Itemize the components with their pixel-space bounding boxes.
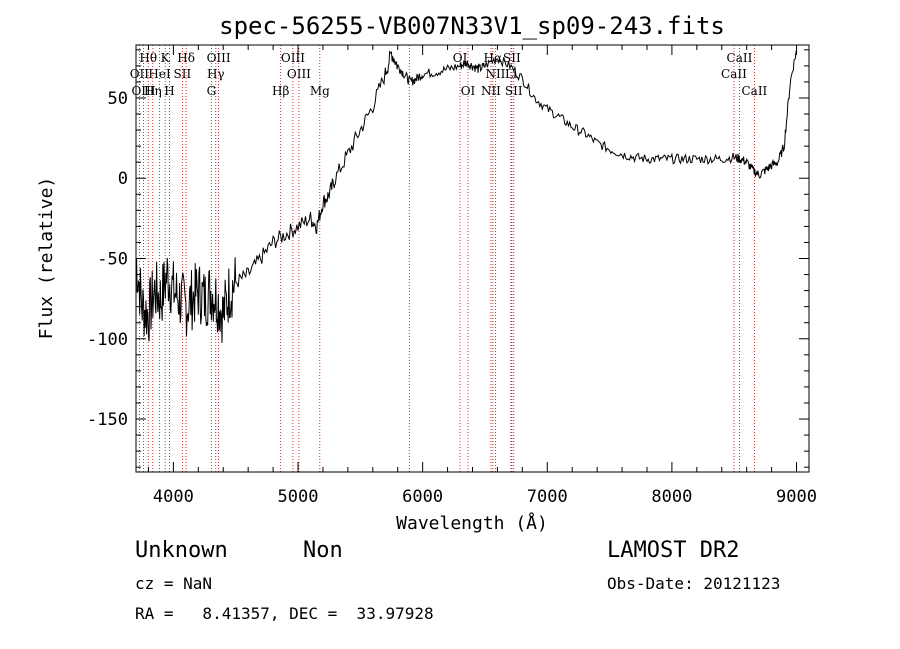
y-tick-label: 0 — [118, 169, 128, 189]
spectral-line-label: SII — [174, 67, 192, 81]
spectrum-line — [135, 49, 797, 344]
spectral-line-label: NII — [481, 84, 501, 98]
spectral-line-label: OIII — [131, 84, 155, 98]
spectral-line-label: OI — [461, 84, 476, 98]
spectral-line-label: Mg — [310, 84, 330, 98]
y-tick-label: -150 — [87, 410, 128, 430]
x-tick-label: 5000 — [278, 487, 319, 507]
spectral-line-label: HeI — [148, 67, 171, 81]
y-tick-label: -50 — [97, 250, 128, 270]
object-subclass: Non — [303, 538, 343, 563]
spectral-line-label: Hη — [144, 84, 162, 98]
x-tick-label: 9000 — [776, 487, 817, 507]
x-tick-label: 4000 — [153, 487, 194, 507]
y-axis-ticks: -150 -100 -50 0 50 — [87, 49, 809, 468]
plot-frame — [135, 44, 810, 473]
object-class: Unknown — [135, 538, 228, 563]
spectral-line-label: CaII — [741, 84, 767, 98]
y-axis-label: Flux (relative) — [36, 177, 57, 340]
spectral-line-label: CaII — [727, 51, 753, 65]
obs-date-label: Obs-Date: 20121123 — [607, 574, 781, 593]
redshift-label: cz = NaN — [135, 574, 213, 593]
spectral-line-label: SII — [505, 84, 523, 98]
spectral-line-label: OIII — [281, 51, 305, 65]
spectral-line-label: K — [161, 51, 171, 65]
spectral-line-label: Li — [505, 67, 517, 81]
spectral-line-label: Hγ — [207, 67, 225, 81]
spectral-line-label: Hβ — [272, 84, 289, 98]
spectral-line-label: CaII — [721, 67, 747, 81]
spectral-line-markers — [138, 45, 755, 472]
x-axis-ticks: 4000 5000 6000 7000 8000 9000 — [147, 45, 817, 507]
chart-title: spec-56255-VB007N33V1_sp09-243.fits — [219, 12, 725, 40]
spectral-line-label: H — [164, 84, 174, 98]
x-tick-label: 6000 — [402, 487, 443, 507]
spectral-line-label: SII — [503, 51, 521, 65]
survey-label: LAMOST DR2 — [607, 538, 740, 563]
x-tick-label: 8000 — [651, 487, 692, 507]
y-tick-label: -100 — [87, 330, 128, 350]
spectral-line-label: G — [207, 84, 217, 98]
spectral-line-label: OIII — [207, 51, 231, 65]
spectral-line-label: OII — [130, 67, 150, 81]
y-tick-label: 50 — [108, 89, 128, 109]
spectral-line-label: NII — [485, 67, 505, 81]
x-tick-label: 7000 — [527, 487, 568, 507]
coordinates-label: RA = 8.41357, DEC = 33.97928 — [135, 604, 434, 623]
spectral-line-label: Hδ — [177, 51, 195, 65]
x-axis-label: Wavelength (Å) — [396, 512, 548, 534]
spectral-line-label: OIII — [287, 67, 311, 81]
spectral-line-label: Hθ — [139, 51, 157, 65]
